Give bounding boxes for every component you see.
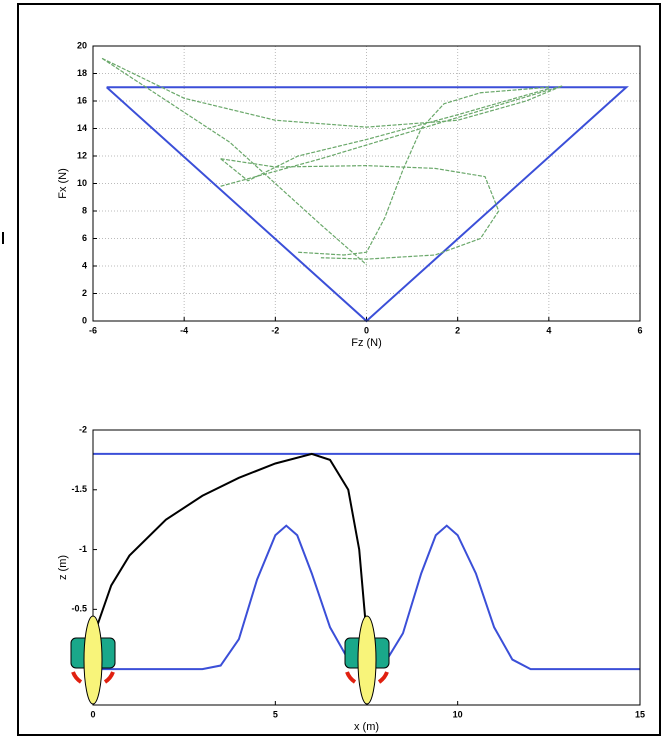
y-tick-label: -0.5 [71, 604, 87, 614]
y-tick-label: 20 [77, 40, 87, 50]
plot: -6 -4 -2 0 2 4 6 0 2 4 6 8 10 12 14 16 18 20 Fz (N) Fx (N) [57, 40, 643, 349]
series-line [101, 57, 367, 266]
y-tick-label: 4 [82, 260, 87, 270]
series-line [220, 88, 549, 182]
series-line [101, 57, 563, 128]
x-tick-label: 0 [364, 325, 369, 335]
y-tick-label: -1 [79, 544, 87, 554]
axes-frame [92, 429, 641, 706]
y-tick-label: 18 [77, 68, 87, 78]
x-axis-label: x (m) [354, 721, 379, 733]
x-tick-label: -4 [180, 325, 188, 335]
y-tick-label: -2 [79, 424, 87, 434]
y-tick-label: 14 [77, 123, 87, 133]
x-tick-label: 15 [635, 709, 645, 719]
x-tick-label: 6 [637, 325, 642, 335]
x-tick-label: 10 [453, 709, 463, 719]
y-tick-label: 10 [77, 178, 87, 188]
x-tick-label: 2 [455, 325, 460, 335]
plot: 0 5 10 15 -2 -1.5 -1 -0.5 x (m) z (m) [57, 424, 645, 733]
x-axis-label: Fz (N) [351, 337, 382, 349]
series-line [298, 86, 549, 256]
series-line [95, 452, 368, 634]
x-tick-label: 4 [546, 325, 551, 335]
plots: -6 -4 -2 0 2 4 6 0 2 4 6 8 10 12 14 16 18 20 Fz (N) Fx (N) 0… [57, 40, 645, 733]
x-tick-label: 0 [90, 709, 95, 719]
y-tick-label: 0 [82, 315, 87, 325]
y-tick-label: -1.5 [71, 484, 87, 494]
y-tick-label: 8 [82, 205, 87, 215]
robot-icon [70, 615, 116, 705]
y-axis-label: z (m) [57, 555, 69, 580]
y-tick-label: 16 [77, 95, 87, 105]
x-tick-label: 5 [273, 709, 278, 719]
y-tick-label: 12 [77, 150, 87, 160]
axes-frame [92, 45, 641, 322]
series-line [106, 86, 629, 323]
figure-frame [17, 3, 661, 736]
x-tick-label: -6 [89, 325, 97, 335]
y-tick-label: 6 [82, 233, 87, 243]
robots [70, 615, 390, 705]
series-line [220, 158, 500, 260]
y-tick-label: 2 [82, 288, 87, 298]
y-axis-label: Fx (N) [57, 168, 69, 199]
robot-icon [344, 615, 390, 705]
x-tick-label: -2 [271, 325, 279, 335]
series-line [220, 85, 563, 187]
